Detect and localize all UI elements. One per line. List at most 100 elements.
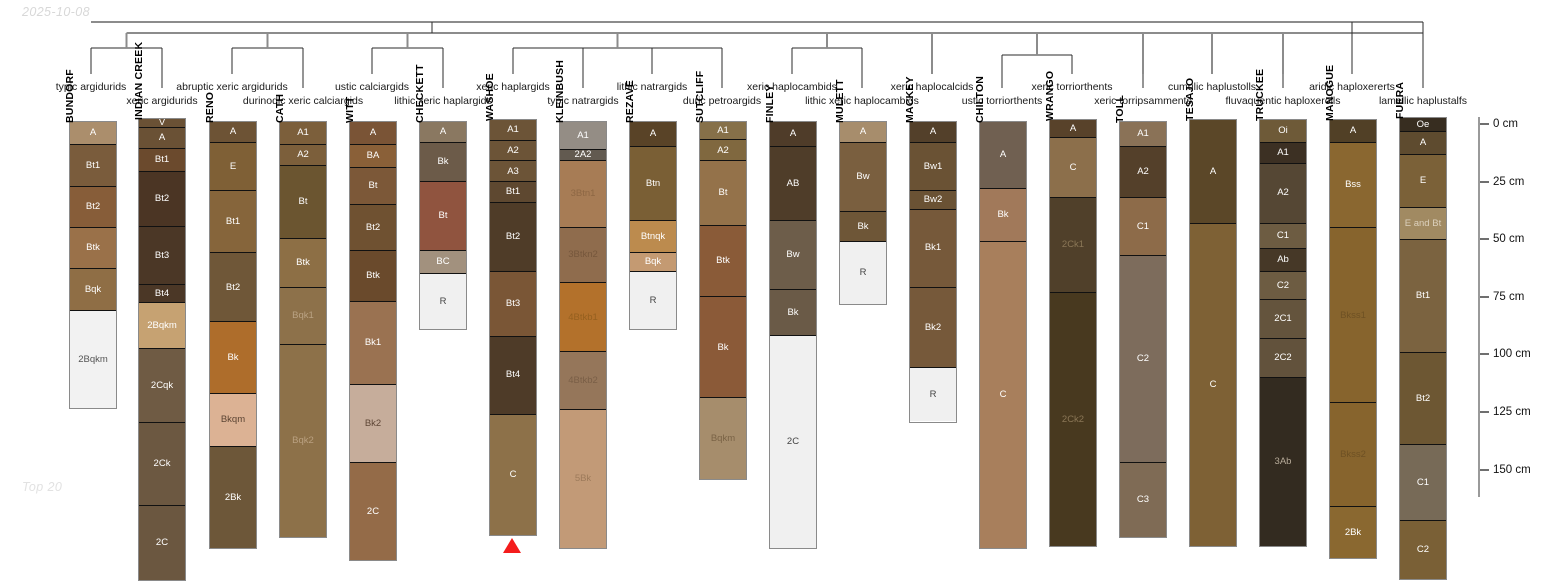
soil-horizon[interactable]: Bt1: [490, 182, 536, 203]
soil-horizon[interactable]: 3Btn1: [560, 161, 606, 228]
soil-horizon[interactable]: Bqk1: [280, 287, 326, 346]
soil-horizon[interactable]: R: [840, 241, 886, 304]
soil-horizon[interactable]: 2A2: [560, 149, 606, 162]
soil-horizon[interactable]: A1: [1120, 122, 1166, 148]
soil-horizon[interactable]: A1: [1260, 143, 1306, 164]
soil-horizon[interactable]: Bqk: [630, 253, 676, 272]
soil-profile-column[interactable]: A1 A2 Bt Btk Bk Bqkm: [699, 121, 747, 481]
soil-horizon[interactable]: Btn: [630, 147, 676, 222]
soil-horizon[interactable]: A2: [1260, 163, 1306, 224]
soil-profile-column[interactable]: A C 2Ck1 2Ck2: [1049, 119, 1097, 548]
soil-horizon[interactable]: Bk: [840, 211, 886, 242]
soil-profile-column[interactable]: A BA Bt Bt2 Btk Bk1 Bk2 2C: [349, 121, 397, 561]
soil-horizon[interactable]: A: [1400, 131, 1446, 155]
soil-horizon[interactable]: 2C: [350, 462, 396, 560]
soil-horizon[interactable]: Bqk: [70, 269, 116, 311]
soil-horizon[interactable]: 2C1: [1260, 299, 1306, 339]
soil-profile-column[interactable]: A1 A2 A3 Bt1 Bt2 Bt3 Bt4 C: [489, 119, 537, 536]
soil-horizon[interactable]: E: [1400, 154, 1446, 208]
soil-horizon[interactable]: 2C: [139, 506, 185, 580]
soil-horizon[interactable]: C2: [1120, 255, 1166, 463]
soil-horizon[interactable]: Bkss1: [1330, 228, 1376, 404]
soil-horizon[interactable]: Bt1: [70, 145, 116, 187]
soil-profile-column[interactable]: A AB Bw Bk 2C: [769, 121, 817, 550]
soil-horizon[interactable]: Bk: [980, 188, 1026, 242]
soil-profile-column[interactable]: A1 A2 Bt Btk Bqk1 Bqk2: [279, 121, 327, 538]
soil-horizon[interactable]: A: [139, 128, 185, 149]
soil-horizon[interactable]: Bk: [700, 297, 746, 399]
soil-horizon[interactable]: Bss: [1330, 143, 1376, 229]
soil-horizon[interactable]: 2C2: [1260, 338, 1306, 378]
soil-horizon[interactable]: Bt4: [139, 284, 185, 304]
soil-horizon[interactable]: 3Btkn2: [560, 227, 606, 284]
soil-horizon[interactable]: Bk1: [910, 209, 956, 288]
soil-horizon[interactable]: A: [1050, 120, 1096, 139]
soil-horizon[interactable]: BC: [420, 251, 466, 275]
soil-horizon[interactable]: 2Ck2: [1050, 292, 1096, 547]
soil-horizon[interactable]: Bk2: [910, 287, 956, 369]
soil-horizon[interactable]: Bt2: [70, 186, 116, 228]
soil-horizon[interactable]: C1: [1120, 198, 1166, 256]
soil-horizon[interactable]: A2: [700, 140, 746, 162]
soil-horizon[interactable]: Bt: [420, 181, 466, 251]
soil-horizon[interactable]: Bt3: [139, 227, 185, 285]
soil-horizon[interactable]: R: [910, 368, 956, 422]
soil-horizon[interactable]: C1: [1260, 223, 1306, 249]
soil-horizon[interactable]: C: [980, 241, 1026, 549]
soil-horizon[interactable]: Bt4: [490, 336, 536, 415]
soil-horizon[interactable]: 4Btkb1: [560, 283, 606, 353]
soil-horizon[interactable]: 2Bk: [1330, 507, 1376, 558]
soil-horizon[interactable]: C: [1190, 223, 1236, 547]
soil-horizon[interactable]: AB: [770, 147, 816, 222]
soil-horizon[interactable]: C: [1050, 138, 1096, 199]
soil-profile-column[interactable]: A Btn Btnqk Bqk R: [629, 121, 677, 331]
soil-horizon[interactable]: A: [210, 122, 256, 143]
soil-horizon[interactable]: Bt2: [1400, 352, 1446, 446]
soil-horizon[interactable]: 5Bk: [560, 409, 606, 549]
soil-horizon[interactable]: Bt: [700, 161, 746, 226]
soil-horizon[interactable]: Bt1: [139, 148, 185, 172]
soil-horizon[interactable]: A: [1190, 120, 1236, 224]
soil-horizon[interactable]: A1: [490, 120, 536, 141]
soil-horizon[interactable]: Btk: [350, 251, 396, 302]
soil-profile-column[interactable]: A Bw Bk R: [839, 121, 887, 306]
soil-horizon[interactable]: Bk2: [350, 384, 396, 463]
soil-horizon[interactable]: R: [420, 274, 466, 330]
soil-horizon[interactable]: Oi: [1260, 120, 1306, 144]
soil-horizon[interactable]: C2: [1400, 521, 1446, 579]
soil-horizon[interactable]: A: [980, 122, 1026, 189]
soil-profile-column[interactable]: A Bss Bkss1 Bkss2 2Bk: [1329, 119, 1377, 559]
soil-horizon[interactable]: E: [210, 142, 256, 192]
soil-horizon[interactable]: Ab: [1260, 249, 1306, 273]
soil-horizon[interactable]: Bt1: [210, 191, 256, 254]
soil-horizon[interactable]: Btk: [280, 239, 326, 288]
soil-horizon[interactable]: Bt1: [1400, 240, 1446, 353]
soil-horizon[interactable]: Bt2: [139, 171, 185, 228]
soil-horizon[interactable]: Bk: [210, 322, 256, 394]
soil-horizon[interactable]: V: [139, 119, 185, 129]
soil-profile-column[interactable]: Oi A1 A2 C1 Ab C2 2C1 2C2 3Ab: [1259, 119, 1307, 548]
soil-horizon[interactable]: C: [490, 414, 536, 535]
soil-horizon[interactable]: A: [840, 122, 886, 143]
soil-horizon[interactable]: 2Ck1: [1050, 198, 1096, 293]
soil-horizon[interactable]: A: [1330, 120, 1376, 144]
soil-horizon[interactable]: Bqk2: [280, 345, 326, 537]
soil-profile-column[interactable]: A E Bt1 Bt2 Bk Bkqm 2Bk: [209, 121, 257, 550]
soil-horizon[interactable]: 3Ab: [1260, 377, 1306, 547]
soil-horizon[interactable]: 4Btkb2: [560, 352, 606, 410]
soil-horizon[interactable]: Bt2: [210, 253, 256, 323]
soil-horizon[interactable]: A: [630, 122, 676, 148]
soil-horizon[interactable]: A1: [280, 122, 326, 146]
soil-profile-column[interactable]: A Bk C: [979, 121, 1027, 550]
soil-horizon[interactable]: Bkqm: [210, 393, 256, 447]
soil-horizon[interactable]: Bk: [420, 142, 466, 182]
soil-horizon[interactable]: Bt2: [350, 204, 396, 251]
soil-horizon[interactable]: A1: [560, 122, 606, 150]
soil-horizon[interactable]: 2C: [770, 336, 816, 549]
soil-horizon[interactable]: C2: [1260, 272, 1306, 300]
soil-horizon[interactable]: Oe: [1400, 118, 1446, 132]
soil-horizon[interactable]: A2: [1120, 147, 1166, 199]
soil-horizon[interactable]: Bw: [770, 221, 816, 291]
soil-horizon[interactable]: A: [770, 122, 816, 148]
